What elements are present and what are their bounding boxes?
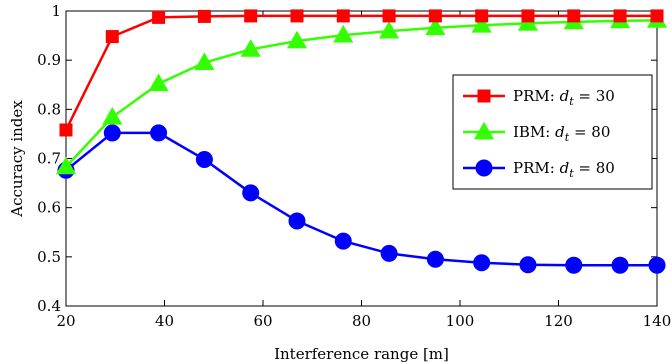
data-point	[648, 256, 666, 274]
legend-entry: PRM: dt = 80	[463, 159, 615, 180]
data-point	[102, 106, 123, 125]
legend-value: = 30	[574, 87, 615, 105]
data-point	[565, 256, 583, 274]
y-tick-label: 0.9	[37, 51, 61, 69]
data-point	[471, 15, 492, 33]
legend-subscript: t	[569, 167, 574, 180]
legend-label: PRM: dt = 80	[513, 159, 615, 180]
data-point	[426, 250, 444, 268]
data-point	[519, 256, 537, 274]
legend-swatch-marker	[477, 89, 491, 103]
x-axis-label: Interference range [m]	[274, 345, 449, 363]
data-point	[379, 20, 400, 39]
series-2	[57, 124, 666, 274]
data-point	[197, 9, 211, 23]
legend-value: = 80	[569, 123, 610, 141]
legend-var: d	[560, 87, 570, 105]
data-point	[336, 9, 350, 23]
data-point	[475, 9, 489, 23]
y-tick-label: 0.7	[37, 150, 61, 168]
legend-swatch-marker	[473, 121, 495, 140]
series-layer	[55, 9, 668, 274]
x-axis-ticks: 20 40 60 80 100 120 140	[56, 11, 671, 330]
data-point	[290, 9, 304, 23]
legend-subscript: t	[569, 95, 574, 108]
legend-entry: PRM: dt = 30	[463, 87, 615, 108]
legend-prefix: IBM:	[513, 123, 555, 141]
x-tick-label: 80	[352, 312, 371, 330]
y-tick-label: 0.6	[37, 199, 61, 217]
data-point	[473, 254, 491, 272]
x-tick-label: 120	[544, 312, 573, 330]
legend-prefix: PRM:	[513, 159, 560, 177]
x-tick-label: 20	[56, 312, 75, 330]
legend-label: PRM: dt = 30	[513, 87, 615, 108]
x-tick-label: 140	[643, 312, 672, 330]
data-point	[380, 244, 398, 262]
data-point	[244, 9, 258, 23]
data-point	[240, 39, 261, 57]
y-tick-label: 0.5	[37, 248, 61, 266]
data-point	[613, 9, 627, 23]
data-point	[650, 9, 664, 23]
data-point	[567, 9, 581, 23]
x-tick-label: 40	[155, 312, 174, 330]
legend-prefix: PRM:	[513, 87, 560, 105]
data-point	[611, 256, 629, 274]
legend-swatch-marker	[475, 159, 493, 177]
y-tick-label: 0.8	[37, 100, 61, 118]
data-point	[333, 24, 354, 43]
y-tick-label: 0.4	[37, 297, 61, 315]
data-point	[59, 123, 73, 137]
y-axis-label: Accuracy index	[8, 100, 26, 218]
data-point	[194, 52, 215, 71]
data-point	[242, 184, 260, 202]
legend-var: d	[555, 123, 565, 141]
x-tick-label: 100	[446, 312, 475, 330]
data-point	[382, 9, 396, 23]
data-point	[148, 73, 169, 92]
data-point	[288, 212, 306, 230]
data-point	[521, 9, 535, 23]
x-tick-label: 60	[253, 312, 272, 330]
y-axis-ticks: 0.4 0.5 0.6 0.7 0.8 0.9 1	[37, 2, 657, 315]
data-point	[103, 124, 121, 142]
data-point	[286, 30, 308, 49]
legend-value: = 80	[574, 159, 615, 177]
data-point	[55, 156, 77, 175]
legend-entry: IBM: dt = 80	[463, 121, 610, 144]
legend-label: IBM: dt = 80	[513, 123, 610, 144]
data-point	[195, 150, 213, 168]
data-point	[152, 10, 166, 24]
data-point	[425, 17, 446, 36]
data-point	[150, 124, 168, 142]
legend-var: d	[560, 159, 570, 177]
series-0	[59, 9, 664, 137]
legend-subscript: t	[565, 131, 570, 144]
y-tick-label: 1	[51, 2, 61, 20]
data-point	[105, 30, 119, 44]
series-line	[65, 19, 658, 168]
data-point	[428, 9, 442, 23]
series-line	[64, 14, 657, 131]
data-point	[334, 232, 352, 250]
